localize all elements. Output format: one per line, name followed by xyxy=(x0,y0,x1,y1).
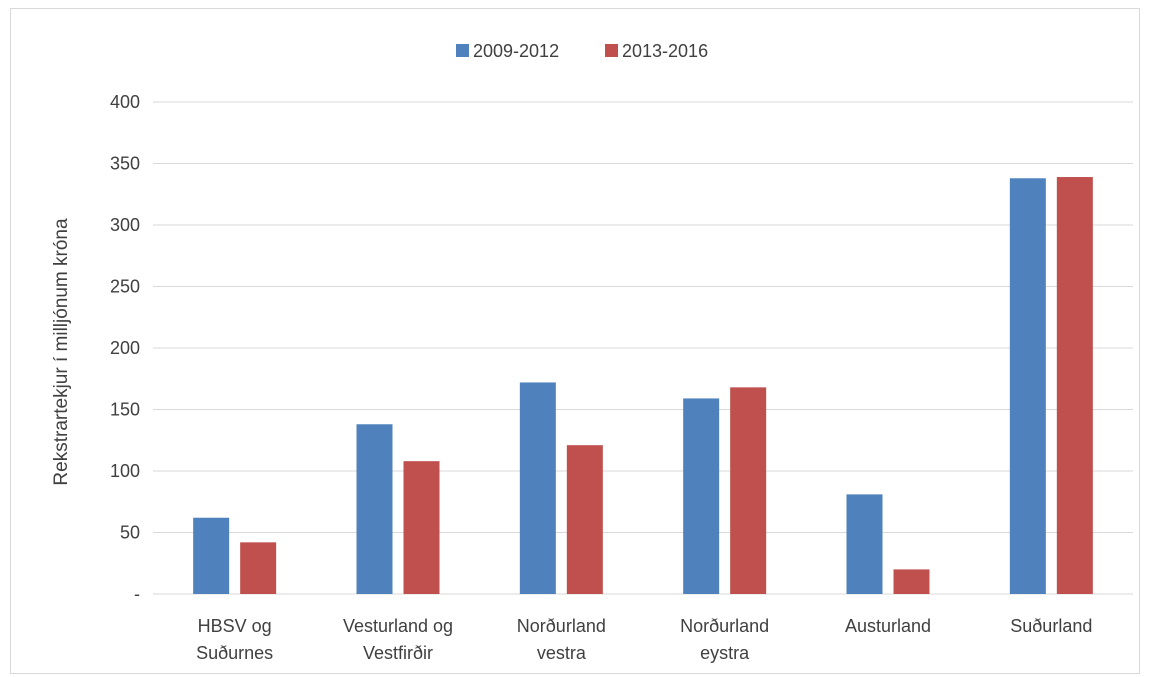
x-tick-label-line: Austurland xyxy=(845,616,931,636)
legend: 2009-2012 2013-2016 xyxy=(456,41,708,61)
bar-2013-2016-5 xyxy=(1056,177,1093,594)
legend-label: 2013-2016 xyxy=(622,41,708,61)
legend-swatch xyxy=(605,44,618,57)
bar-2013-2016-1 xyxy=(403,461,440,594)
y-tick-label: 200 xyxy=(110,338,140,358)
legend-label: 2009-2012 xyxy=(473,41,559,61)
gridlines xyxy=(153,101,1133,595)
x-tick-label: Vesturland og Vestfirðir xyxy=(343,616,453,663)
x-tick-label-line: eystra xyxy=(700,643,750,663)
bar-2013-2016-4 xyxy=(893,569,930,594)
x-tick-label: Norðurland vestra xyxy=(517,616,606,663)
bar-2009-2012-5 xyxy=(1009,178,1046,594)
x-tick-labels: HBSV og Suðurnes Vesturland og Vestfirðir No… xyxy=(196,616,1092,663)
bar-2009-2012-1 xyxy=(356,424,393,594)
x-tick-label-line: Suðurnes xyxy=(196,643,273,663)
x-tick-label: Norðurland eystra xyxy=(680,616,769,663)
bar-2013-2016-3 xyxy=(730,387,767,594)
y-axis-label: Rekstrartekjur í milljónum króna xyxy=(51,218,72,486)
x-tick-label-line: Norðurland xyxy=(517,616,606,636)
y-tick-label: 300 xyxy=(110,215,140,235)
bar-2013-2016-0 xyxy=(240,542,277,594)
bar-2009-2012-0 xyxy=(193,517,230,594)
x-tick-label-line: vestra xyxy=(537,643,587,663)
y-tick-label: 50 xyxy=(120,523,140,543)
bar-2009-2012-3 xyxy=(683,398,720,594)
y-tick-label: 250 xyxy=(110,277,140,297)
y-tick-label: 150 xyxy=(110,400,140,420)
x-tick-label-line: HBSV og xyxy=(198,616,272,636)
y-tick-label: - xyxy=(134,584,140,604)
x-tick-label: Austurland xyxy=(845,616,931,636)
bar-2009-2012-2 xyxy=(519,382,556,594)
x-tick-label: Suðurland xyxy=(1010,616,1092,636)
bar-2013-2016-2 xyxy=(566,445,603,594)
x-tick-label-line: Suðurland xyxy=(1010,616,1092,636)
y-tick-labels: - 50 100 150 200 250 300 350 400 xyxy=(110,92,140,604)
bar-2009-2012-4 xyxy=(846,494,883,594)
x-tick-label-line: Norðurland xyxy=(680,616,769,636)
x-tick-label-line: Vesturland og xyxy=(343,616,453,636)
bars xyxy=(193,177,1093,594)
y-tick-label: 400 xyxy=(110,92,140,112)
y-tick-label: 100 xyxy=(110,461,140,481)
x-tick-label-line: Vestfirðir xyxy=(363,643,433,663)
x-tick-label: HBSV og Suðurnes xyxy=(196,616,273,663)
y-tick-label: 350 xyxy=(110,154,140,174)
legend-swatch xyxy=(456,44,469,57)
